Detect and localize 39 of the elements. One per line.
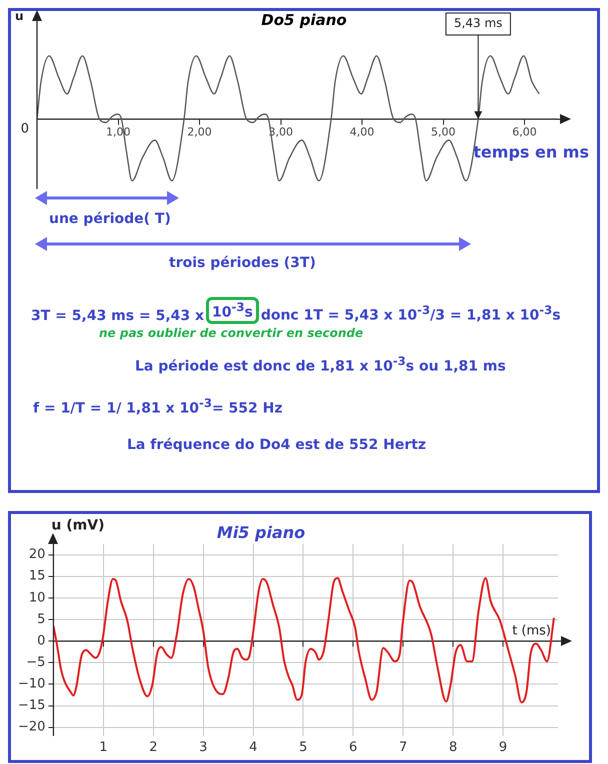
- rounded-frame: 10$^{-3}$s: [206, 297, 259, 324]
- x-axis-title: t (ms): [512, 623, 551, 638]
- text: La fréquence do Do4 est de 552 Hertz: [127, 436, 428, 453]
- y-tick-label: −10: [18, 676, 46, 692]
- x-axis-title: temps en ms: [473, 142, 589, 162]
- y-tick-label: −15: [18, 698, 46, 714]
- line-series: [53, 577, 556, 704]
- x-tick-label: 2,00: [187, 126, 212, 139]
- x-tick-label: 6,00: [512, 126, 537, 139]
- y-tick-label: 0: [37, 633, 46, 648]
- y-tick-label: 15: [28, 568, 46, 584]
- x-tick-label: 7: [398, 740, 408, 755]
- y-tick-label: 5: [37, 612, 46, 627]
- text: La période est donc de 1,81 x 10$^{-3}$s ou 1,81 ms: [135, 354, 507, 374]
- annotation: 5,43 ms: [454, 16, 502, 30]
- x-tick-label: 5: [299, 740, 308, 755]
- text: trois périodes (3T): [169, 255, 317, 271]
- text: ne pas oublier de convertir en seconde: [99, 326, 364, 340]
- text: f = 1/T = 1/ 1,81 x 10$^{-3}$= 552 Hz: [33, 396, 284, 417]
- y-tick-label: −5: [26, 655, 46, 670]
- x-tick-label: 8: [448, 740, 458, 755]
- x-tick-label: 4: [249, 740, 258, 755]
- x-tick-label: 3: [199, 740, 208, 755]
- chart-title: Do5 piano: [261, 10, 347, 29]
- chart-title: Mi5 piano: [216, 523, 306, 542]
- text: donc 1T = 5,43 x 10$^{-3}$/3 = 1,81 x 10$^{-3}$s: [260, 303, 561, 324]
- x-tick-label: 4,00: [350, 126, 374, 139]
- text: une période( T): [49, 211, 172, 227]
- x-tick-label: 2: [149, 740, 158, 755]
- x-tick-label: 5,00: [431, 126, 456, 139]
- x-tick-label: 1: [99, 740, 108, 755]
- x-tick-label: 6: [349, 740, 358, 755]
- text: 3T = 5,43 ms = 5,43 x: [31, 308, 204, 324]
- y-tick-label: 20: [28, 547, 46, 562]
- y-tick-label: −20: [18, 720, 46, 735]
- y-axis-title: u: [15, 9, 24, 24]
- x-tick-label: 9: [498, 740, 508, 755]
- y-tick-label: 10: [28, 590, 46, 606]
- y-axis-title: u (mV): [51, 518, 104, 534]
